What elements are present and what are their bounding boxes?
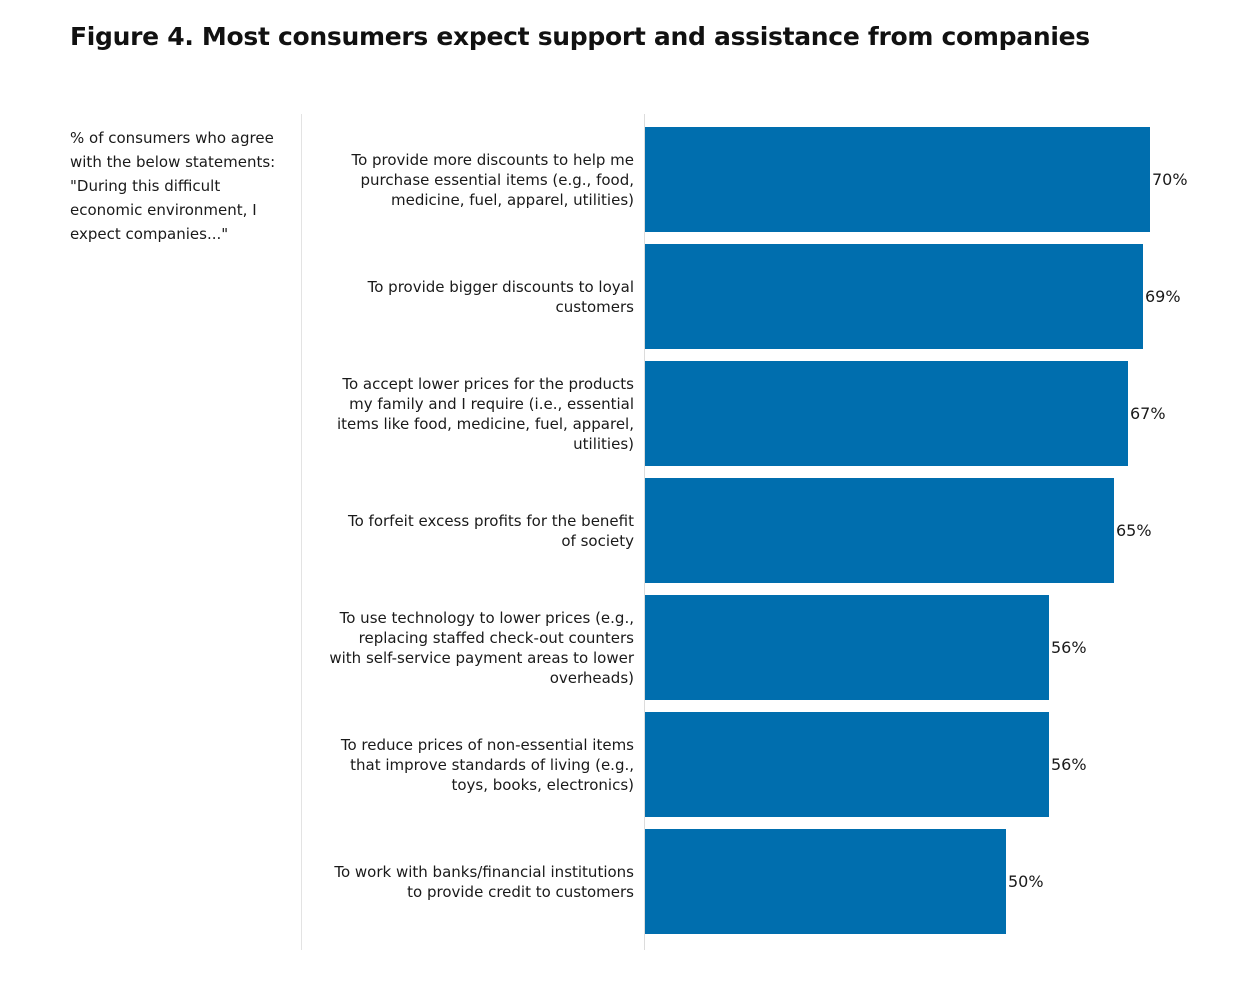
category-label: To accept lower prices for the products … xyxy=(336,375,634,453)
bar xyxy=(645,127,1150,232)
chart-subtitle: % of consumers who agree with the below … xyxy=(70,129,276,243)
chart-title: Figure 4. Most consumers expect support … xyxy=(70,22,1090,51)
value-label: 67% xyxy=(1130,404,1166,423)
value-label: 56% xyxy=(1051,638,1087,657)
category-label: To provide more discounts to help me pur… xyxy=(351,151,634,209)
category-label: To use technology to lower prices (e.g.,… xyxy=(329,609,634,687)
bar xyxy=(645,361,1128,466)
value-label: 70% xyxy=(1152,170,1188,189)
bar xyxy=(645,829,1006,934)
bar xyxy=(645,595,1049,700)
value-label: 50% xyxy=(1008,872,1044,891)
category-label: To forfeit excess profits for the benefi… xyxy=(347,512,634,550)
category-label: To reduce prices of non-essential items … xyxy=(340,736,634,794)
bar xyxy=(645,244,1143,349)
bar xyxy=(645,712,1049,817)
left-divider xyxy=(301,114,302,950)
category-axis-line xyxy=(644,114,645,950)
category-label: To work with banks/financial institution… xyxy=(334,863,634,901)
value-label: 56% xyxy=(1051,755,1087,774)
value-label: 69% xyxy=(1145,287,1181,306)
bar xyxy=(645,478,1114,583)
value-label: 65% xyxy=(1116,521,1152,540)
category-label: To provide bigger discounts to loyal cus… xyxy=(367,278,634,316)
